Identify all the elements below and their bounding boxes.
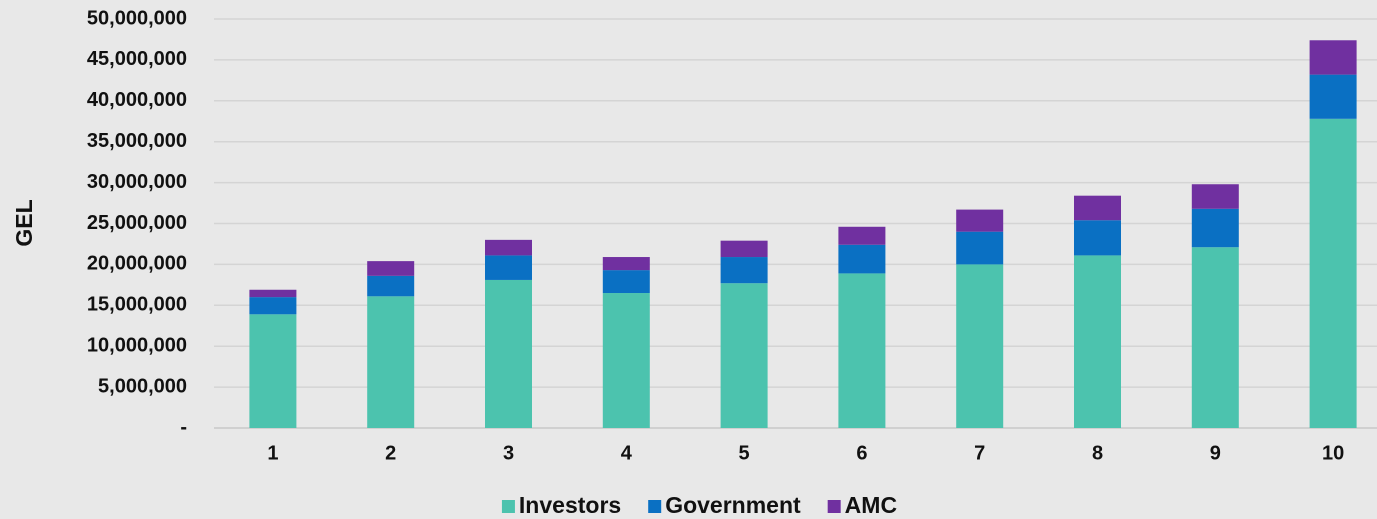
y-tick-label: 5,000,000 — [98, 375, 187, 397]
legend-swatch — [648, 500, 662, 513]
y-tick-label: 50,000,000 — [87, 7, 187, 29]
bar-segment — [838, 244, 886, 274]
bar-segment — [249, 297, 297, 315]
bar-segment — [838, 226, 886, 245]
bar-segment — [485, 255, 532, 280]
bar-segment — [1309, 118, 1357, 429]
legend-swatch — [501, 500, 515, 513]
y-tick-label: - — [180, 416, 187, 438]
bar-segment — [1309, 74, 1357, 119]
y-tick-label: 20,000,000 — [87, 253, 187, 275]
x-tick-label: 3 — [503, 442, 514, 464]
x-tick-label: 10 — [1322, 442, 1344, 464]
bar-segment — [485, 239, 532, 256]
bar-segment — [1074, 195, 1121, 221]
bar-segment — [956, 231, 1004, 265]
bar-segment — [249, 314, 297, 428]
bar-segment — [1191, 208, 1239, 248]
legend-label: AMC — [845, 492, 897, 518]
x-tick-label: 9 — [1210, 442, 1221, 464]
x-tick-label: 2 — [385, 442, 396, 464]
legend-label: Government — [665, 492, 801, 518]
bar-segment — [367, 275, 415, 297]
y-tick-label: 45,000,000 — [87, 48, 187, 70]
y-tick-label: 25,000,000 — [87, 212, 187, 234]
bar-segment — [720, 257, 768, 284]
bar-segment — [720, 240, 768, 258]
bar-segment — [602, 270, 650, 294]
y-tick-label: 35,000,000 — [87, 130, 187, 152]
bar-segment — [367, 296, 415, 428]
bar-segment — [602, 257, 650, 271]
x-tick-label: 4 — [621, 442, 633, 464]
legend-label: Investors — [519, 492, 621, 518]
bar-segment — [1074, 255, 1121, 428]
bar-segment — [956, 209, 1004, 232]
bar-segment — [249, 289, 297, 298]
bar-segment — [602, 293, 650, 428]
y-tick-label: 10,000,000 — [87, 334, 187, 356]
bar-segment — [838, 273, 886, 428]
bar-segment — [1191, 247, 1239, 428]
bar-segment — [367, 261, 415, 276]
x-tick-label: 6 — [856, 442, 867, 464]
bar-segment — [956, 264, 1004, 428]
bar-segment — [485, 279, 532, 428]
y-axis-label: GEL — [11, 199, 37, 246]
x-tick-label: 1 — [267, 442, 278, 464]
bar-segment — [1074, 220, 1121, 256]
x-tick-label: 8 — [1092, 442, 1103, 464]
bar-segment — [1191, 184, 1239, 209]
legend-swatch — [827, 500, 841, 513]
y-tick-label: 15,000,000 — [87, 294, 187, 316]
y-tick-label: 30,000,000 — [87, 171, 187, 193]
bar-segment — [1309, 40, 1357, 75]
x-tick-label: 7 — [974, 442, 985, 464]
bar-segment — [720, 283, 768, 428]
x-tick-label: 5 — [739, 442, 750, 464]
y-tick-label: 40,000,000 — [87, 89, 187, 111]
